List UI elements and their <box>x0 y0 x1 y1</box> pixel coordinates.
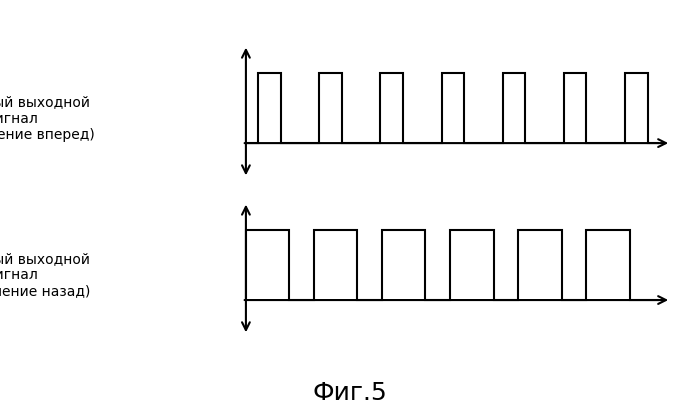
Text: Частотный выходной
сигнал
(направление назад): Частотный выходной сигнал (направление н… <box>0 252 90 299</box>
Text: Фиг.5: Фиг.5 <box>312 381 387 405</box>
Text: Частотный выходной
сигнал
(направление вперед): Частотный выходной сигнал (направление в… <box>0 95 94 142</box>
